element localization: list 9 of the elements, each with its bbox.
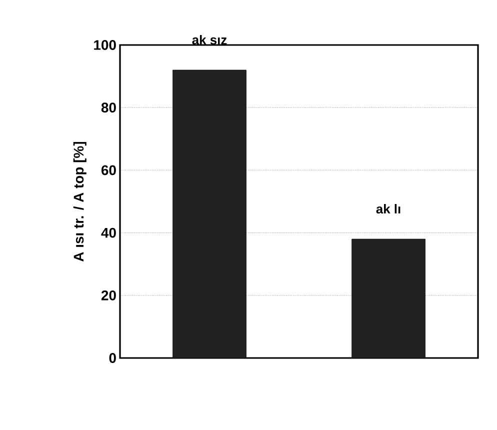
y-tick-label: 100 xyxy=(94,40,116,50)
y-axis-title: A ısı tr. / A top [%] xyxy=(73,142,86,262)
y-tick-label: 80 xyxy=(101,102,116,113)
y-tick-label: 0 xyxy=(109,353,116,363)
y-tick-label: 40 xyxy=(101,228,116,238)
y-tick-label: 60 xyxy=(101,165,116,176)
x-tick-label: ak sız xyxy=(192,35,227,45)
x-tick-label: ak lı xyxy=(376,204,400,214)
y-tick-label: 20 xyxy=(101,290,116,300)
